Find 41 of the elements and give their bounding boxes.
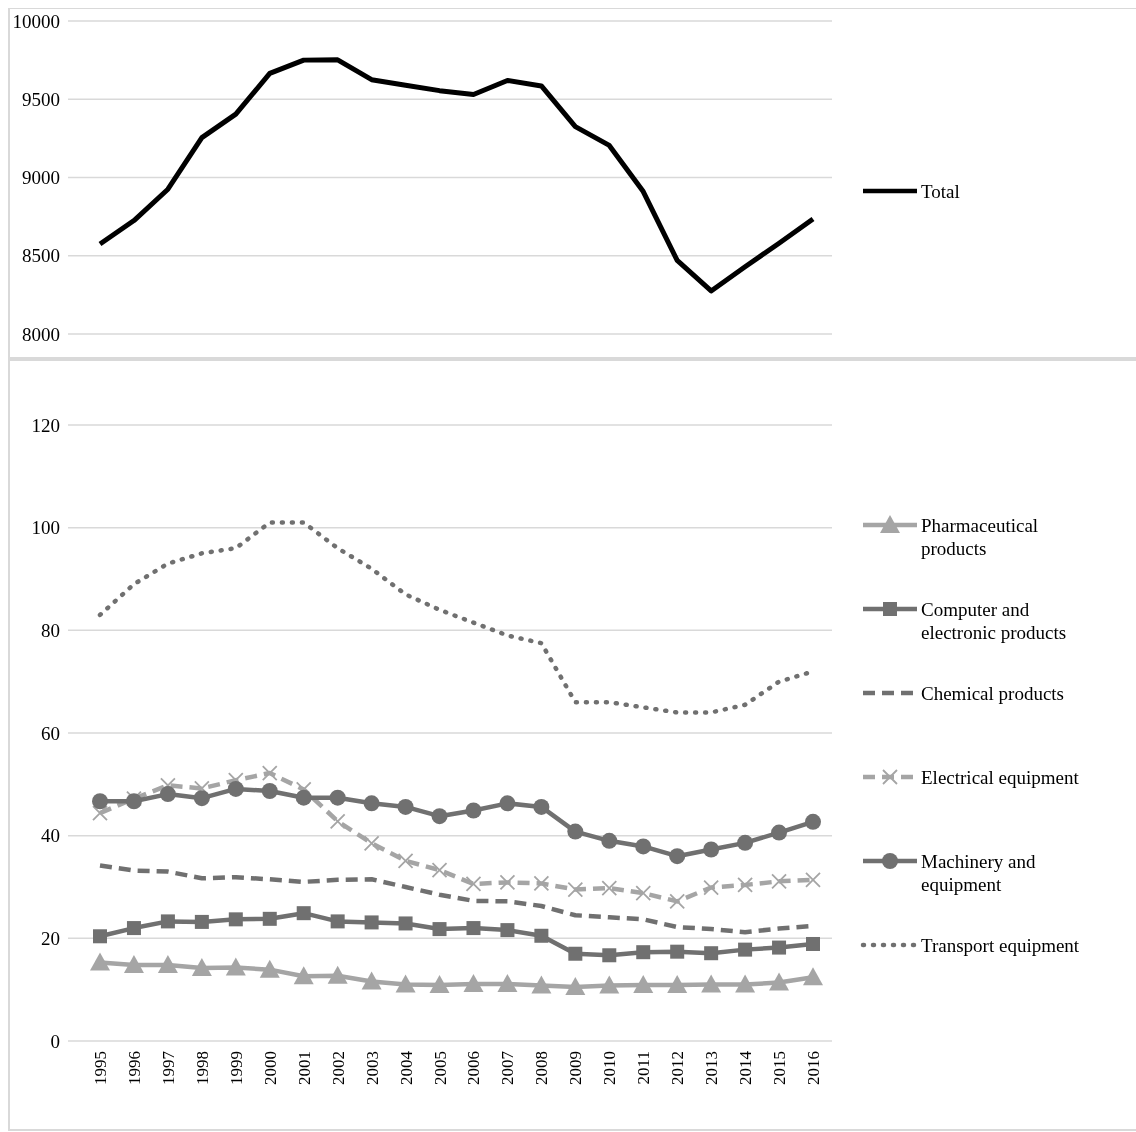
- legend-label: Transport equipment: [921, 934, 1080, 956]
- y-tick-label: 10000: [12, 10, 60, 32]
- x-tick-label: 2016: [804, 1051, 823, 1085]
- x-tick-label: 1997: [158, 1050, 178, 1085]
- y-tick-label: 8500: [22, 245, 60, 267]
- y-tick-label: 80: [41, 619, 60, 641]
- y-tick-label: 20: [41, 927, 60, 949]
- x-tick-label: 2012: [668, 1051, 688, 1085]
- legend-label: Electrical equipment: [921, 766, 1080, 788]
- x-tick-label: 1995: [91, 1051, 110, 1085]
- x-tick-label: 2013: [702, 1051, 722, 1085]
- x-tick-label: 2004: [396, 1050, 416, 1085]
- y-tick-label: 60: [41, 722, 60, 744]
- x-tick-label: 1998: [192, 1051, 212, 1085]
- x-tick-label: 2002: [328, 1051, 348, 1085]
- x-tick-label: 2000: [260, 1051, 280, 1085]
- legend-label: Computer and electronic products: [921, 598, 1067, 644]
- x-tick-label: 1996: [124, 1051, 144, 1085]
- legend-label: Chemical products: [921, 682, 1064, 704]
- x-tick-label: 2008: [532, 1051, 552, 1085]
- x-tick-label: 2011: [634, 1051, 654, 1085]
- legend-label: Pharmaceutical products: [921, 514, 1039, 560]
- y-tick-label: 9000: [22, 167, 60, 189]
- y-tick-label: 100: [31, 517, 60, 539]
- y-tick-label: 0: [50, 1030, 60, 1052]
- x-tick-label: 2005: [430, 1051, 450, 1085]
- y-tick-label: 120: [31, 414, 60, 436]
- y-tick-label: 8000: [22, 323, 60, 345]
- x-tick-label: 2007: [498, 1050, 518, 1085]
- x-tick-label: 2014: [736, 1050, 756, 1085]
- legend-label: Total: [921, 180, 960, 202]
- x-tick-label: 2015: [770, 1051, 790, 1085]
- legend-label: Machinery and equipment: [921, 850, 1036, 896]
- x-tick-label: 2006: [464, 1051, 484, 1085]
- x-tick-label: 2001: [294, 1051, 314, 1085]
- y-tick-label: 9500: [22, 88, 60, 110]
- x-tick-label: 2010: [600, 1051, 620, 1085]
- y-tick-label: 40: [41, 825, 60, 847]
- x-tick-label: 2003: [362, 1051, 382, 1085]
- x-tick-label: 1999: [226, 1051, 246, 1085]
- x-tick-label: 2009: [566, 1051, 586, 1085]
